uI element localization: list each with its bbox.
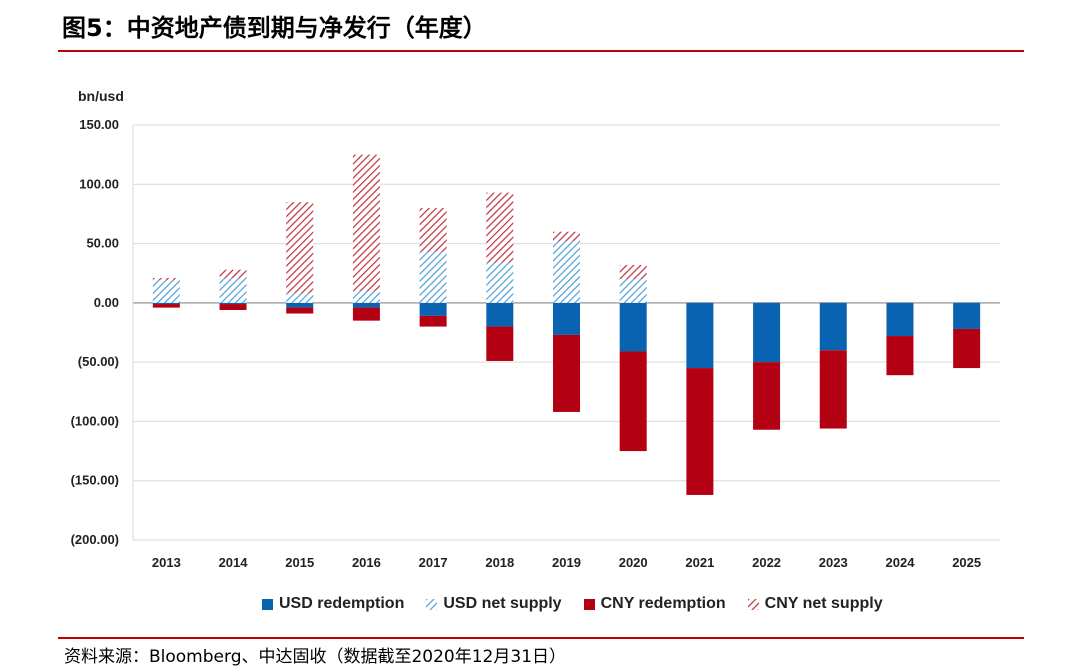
bar-usd-net-supply-2019 — [553, 241, 580, 303]
bar-usd-redemption-2024 — [886, 302, 914, 337]
legend-label: CNY redemption — [600, 595, 726, 612]
bar-usd-redemption-2021 — [686, 302, 714, 369]
bar-cny-net-supply-2015 — [286, 202, 314, 294]
bar-usd-redemption-2022 — [753, 302, 781, 363]
bar-cny-net-supply-2013 — [152, 277, 180, 281]
source-note: 资料来源：Bloomberg、中达固收（数据截至2020年12月31日） — [64, 647, 567, 667]
bar-cny-redemption-2022 — [753, 362, 781, 430]
bar-cny-net-supply-2019 — [553, 231, 580, 242]
bar-usd-net-supply-2018 — [486, 262, 514, 303]
legend-item-cny-redemption: CNY redemption — [583, 595, 726, 613]
chart-legend: USD redemption USD net supply CNY redemp… — [262, 595, 883, 613]
legend-swatch-cny-redemption — [583, 598, 595, 610]
bar-usd-net-supply-2014 — [219, 277, 247, 303]
bar-usd-redemption-2016 — [352, 302, 380, 308]
x-tick-label: 2013 — [152, 555, 181, 570]
x-tick-label: 2022 — [752, 555, 781, 570]
y-tick-label: 0.00 — [94, 295, 119, 310]
x-tick-label: 2014 — [219, 555, 249, 570]
y-tick-label: (200.00) — [71, 532, 119, 547]
legend-label: USD net supply — [443, 595, 562, 612]
y-axis-unit-label: bn/usd — [78, 88, 124, 104]
x-tick-label: 2015 — [285, 555, 314, 570]
legend-swatch-usd-redemption — [262, 598, 273, 610]
bar-cny-net-supply-2017 — [419, 208, 447, 252]
bar-cny-redemption-2017 — [419, 315, 447, 327]
y-tick-label: (150.00) — [71, 473, 119, 488]
bar-cny-redemption-2016 — [352, 307, 380, 321]
x-tick-label: 2017 — [419, 555, 448, 570]
bar-cny-redemption-2015 — [286, 307, 314, 314]
bar-usd-net-supply-2020 — [619, 279, 647, 303]
y-tick-label: 150.00 — [79, 117, 119, 132]
legend-swatch-cny-net-supply — [747, 598, 759, 610]
bar-usd-redemption-2014 — [219, 302, 247, 305]
y-tick-label: 100.00 — [79, 176, 119, 191]
bar-cny-redemption-2020 — [619, 351, 647, 452]
bar-cny-net-supply-2020 — [619, 264, 647, 280]
x-tick-label: 2020 — [619, 555, 648, 570]
bar-usd-redemption-2019 — [553, 302, 580, 335]
bar-cny-redemption-2024 — [886, 336, 914, 376]
bar-cny-redemption-2018 — [486, 326, 514, 361]
legend-label: CNY net supply — [764, 595, 883, 612]
x-tick-label: 2018 — [485, 555, 514, 570]
bar-usd-redemption-2023 — [819, 302, 847, 351]
bar-usd-net-supply-2013 — [152, 280, 180, 303]
legend-item-usd-net-supply: USD net supply — [426, 595, 562, 613]
bar-usd-net-supply-2017 — [419, 251, 447, 303]
bar-usd-net-supply-2015 — [286, 293, 314, 303]
bar-cny-net-supply-2014 — [219, 269, 247, 278]
bar-cny-redemption-2014 — [219, 304, 247, 310]
legend-item-cny-net-supply: CNY net supply — [747, 595, 883, 613]
bar-usd-redemption-2025 — [953, 302, 981, 329]
legend-swatch-usd-net-supply — [426, 598, 438, 610]
x-tick-label: 2021 — [685, 555, 714, 570]
legend-item-usd-redemption: USD redemption — [262, 595, 404, 613]
y-tick-label: 50.00 — [86, 236, 119, 251]
bar-cny-net-supply-2016 — [352, 154, 380, 291]
x-tick-label: 2016 — [352, 555, 381, 570]
x-tick-label: 2024 — [886, 555, 916, 570]
bar-usd-net-supply-2016 — [352, 291, 380, 303]
bar-usd-redemption-2018 — [486, 302, 514, 327]
x-tick-label: 2025 — [952, 555, 981, 570]
y-tick-label: (100.00) — [71, 413, 119, 428]
bar-cny-redemption-2023 — [819, 350, 847, 429]
bar-usd-redemption-2013 — [152, 302, 180, 305]
bar-cny-net-supply-2018 — [486, 192, 514, 263]
bar-usd-redemption-2015 — [286, 302, 314, 308]
bar-cny-redemption-2025 — [953, 328, 981, 369]
title-rule — [58, 50, 1024, 52]
x-tick-label: 2023 — [819, 555, 848, 570]
bar-usd-redemption-2020 — [619, 302, 647, 352]
source-rule — [58, 637, 1024, 639]
chart-title: 图5：中资地产债到期与净发行（年度） — [62, 14, 487, 42]
bar-cny-redemption-2021 — [686, 368, 714, 495]
bar-cny-redemption-2013 — [152, 304, 180, 308]
bar-usd-redemption-2017 — [419, 302, 447, 316]
bar-cny-redemption-2019 — [553, 334, 580, 412]
x-tick-label: 2019 — [552, 555, 581, 570]
y-tick-label: (50.00) — [78, 354, 119, 369]
legend-label: USD redemption — [279, 595, 405, 612]
